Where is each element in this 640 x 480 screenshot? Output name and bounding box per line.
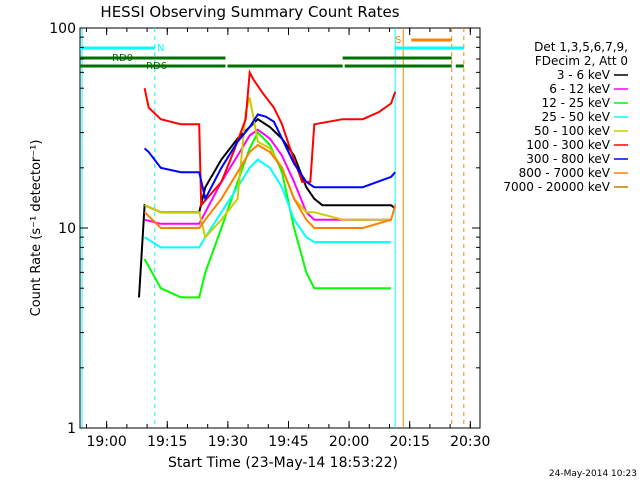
- x-tick-label: 20:30: [450, 434, 490, 450]
- annotation-label: RD6: [146, 61, 167, 72]
- legend-label: 7000 - 20000 keV: [503, 180, 610, 194]
- annotation-label: S: [395, 35, 401, 46]
- instrument-marker-lines: RD0 RD6 N S: [80, 28, 465, 428]
- legend: Det 1,3,5,6,7,9,FDecim 2, Att 03 - 6 keV…: [503, 40, 628, 194]
- chart-title: HESSI Observing Summary Count Rates: [100, 3, 399, 21]
- x-tick-label: 19:30: [208, 434, 248, 450]
- x-tick-label: 19:15: [147, 434, 187, 450]
- series-line: [143, 143, 397, 229]
- legend-label: 25 - 50 keV: [542, 110, 611, 124]
- annotation-label: N: [157, 43, 164, 54]
- legend-label: 800 - 7000 keV: [519, 166, 611, 180]
- legend-label: 300 - 800 keV: [526, 152, 610, 166]
- annotation-label: RD0: [112, 53, 133, 64]
- y-axis-label: Count Rate (s⁻¹ detector⁻¹): [29, 140, 44, 317]
- legend-label: 50 - 100 keV: [534, 124, 611, 138]
- legend-header: Det 1,3,5,6,7,9,: [534, 40, 628, 54]
- x-tick-label: 20:00: [329, 434, 369, 450]
- axis-ticks: 19:00 19:15 19:30 19:45 20:00 20:15 20:30 1 10 10…: [49, 21, 490, 450]
- x-tick-label: 19:45: [268, 434, 308, 450]
- legend-header: FDecim 2, Att 0: [535, 54, 628, 68]
- y-tick-label: 10: [58, 221, 76, 237]
- legend-label: 6 - 12 keV: [549, 82, 611, 96]
- x-axis-label: Start Time (23-May-14 18:53:22): [168, 455, 398, 471]
- series-layer: [138, 68, 397, 299]
- series-line: [143, 113, 396, 202]
- y-tick-label: 1: [67, 421, 76, 437]
- x-tick-label: 20:15: [390, 434, 430, 450]
- y-tick-label: 100: [49, 21, 76, 37]
- legend-label: 3 - 6 keV: [557, 68, 611, 82]
- x-tick-label: 19:00: [86, 434, 126, 450]
- date-stamp: 24-May-2014 10:23: [549, 469, 637, 479]
- legend-label: 12 - 25 keV: [542, 96, 611, 110]
- legend-label: 100 - 300 keV: [526, 138, 610, 152]
